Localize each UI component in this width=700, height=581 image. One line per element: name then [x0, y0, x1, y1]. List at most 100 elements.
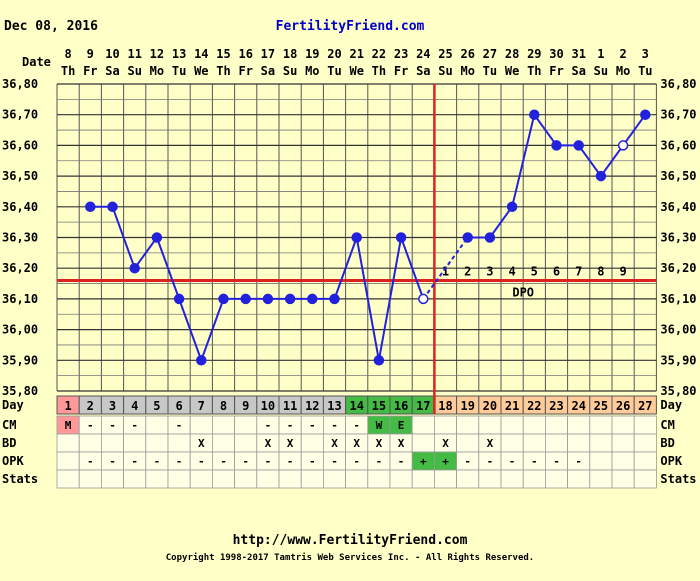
opk-value: - [154, 455, 161, 468]
temp-point [218, 293, 229, 305]
date-label: 30 [549, 47, 563, 61]
weekday-label: Tu [327, 64, 341, 78]
opk-value: + [442, 455, 449, 468]
weekday-label: Tu [172, 64, 186, 78]
temp-point [129, 262, 140, 274]
dpo-number: 4 [508, 264, 515, 278]
bd-cell [234, 433, 258, 453]
cm-value: M [65, 419, 72, 432]
dpo-label: DPO [512, 285, 534, 299]
dpo-number: 8 [597, 264, 604, 278]
day-number: 9 [242, 399, 249, 413]
row-label-day-right: Day [660, 398, 682, 412]
date-label: 9 [87, 47, 94, 61]
temp-point [395, 232, 407, 243]
stats-cell [411, 469, 435, 489]
bd-cell [456, 433, 480, 453]
date-label: 8 [64, 47, 71, 61]
stats-cell [56, 469, 80, 489]
weekday-label: We [505, 64, 519, 78]
date-label: 13 [172, 47, 186, 61]
bd-cell [522, 433, 546, 453]
date-label: 20 [327, 47, 341, 61]
temp-segment [577, 144, 602, 177]
weekday-label: Th [216, 64, 230, 78]
stats-cell [633, 469, 657, 489]
day-number: 7 [198, 399, 205, 413]
row-label-date: Date [22, 55, 51, 69]
cm-value: - [109, 419, 116, 432]
date-label: 21 [349, 47, 363, 61]
bd-cell [78, 433, 102, 453]
footer-url[interactable]: http://www.FertilityFriend.com [233, 533, 468, 548]
day-number: 26 [616, 399, 630, 413]
opk-cell [611, 451, 635, 471]
weekday-label: Su [594, 64, 608, 78]
row-label-stats: Stats [2, 472, 38, 486]
cm-value: - [309, 419, 316, 432]
cm-value: - [87, 419, 94, 432]
bd-value: X [265, 437, 272, 450]
dpo-number: 1 [442, 264, 449, 278]
date-label: 25 [438, 47, 452, 61]
ytick-left: 35,80 [2, 384, 38, 398]
opk-value: - [575, 455, 582, 468]
opk-value: - [309, 455, 316, 468]
day-number: 16 [394, 399, 408, 413]
temp-point [329, 293, 340, 305]
stats-cell [123, 469, 147, 489]
cm-cell [545, 415, 569, 435]
day-number: 15 [372, 399, 386, 413]
dpo-number: 2 [464, 264, 471, 278]
temp-point [462, 232, 473, 243]
ytick-right: 36,60 [660, 138, 696, 152]
date-label: 29 [527, 47, 541, 61]
cm-value: - [331, 419, 338, 432]
day-number: 20 [483, 399, 497, 413]
temp-point [595, 170, 607, 182]
stats-cell [389, 469, 413, 489]
day-number: 17 [416, 399, 430, 413]
bd-value: X [398, 437, 405, 450]
day-number: 24 [571, 399, 585, 413]
ytick-left: 36,00 [2, 323, 38, 337]
ytick-right: 35,90 [660, 353, 696, 367]
stats-cell [367, 469, 391, 489]
temp-point [551, 140, 562, 151]
ytick-right: 36,10 [660, 292, 696, 306]
day-number: 1 [64, 399, 71, 413]
ytick-left: 36,30 [2, 231, 38, 245]
cm-cell [211, 415, 235, 435]
opk-value: + [420, 455, 427, 468]
cm-value: - [265, 419, 272, 432]
date-label: 1 [597, 47, 604, 61]
weekday-label: Su [283, 64, 297, 78]
date-label: 31 [571, 47, 585, 61]
stats-cell [167, 469, 191, 489]
day-number: 10 [261, 399, 275, 413]
opk-value: - [242, 455, 249, 468]
site-title[interactable]: FertilityFriend.com [276, 19, 425, 34]
temp-segment [111, 206, 136, 269]
day-number: 19 [460, 399, 474, 413]
date-label: 14 [194, 47, 208, 61]
weekday-label: Sa [105, 64, 119, 78]
stats-cell [278, 469, 302, 489]
row-label-cm: CM [2, 418, 16, 432]
opk-value: - [220, 455, 227, 468]
temp-segment [533, 114, 558, 146]
weekday-label: Mo [616, 64, 630, 78]
weekday-label: Mo [460, 64, 474, 78]
cm-value: - [176, 419, 183, 432]
opk-value: - [198, 455, 205, 468]
weekday-label: Fr [83, 64, 97, 78]
stats-cell [456, 469, 480, 489]
bd-cell [633, 433, 657, 453]
bd-cell [167, 433, 191, 453]
temp-point [640, 109, 651, 120]
cm-cell [478, 415, 502, 435]
dpo-number: 6 [553, 264, 560, 278]
date-label: 15 [216, 47, 230, 61]
weekday-label: Su [127, 64, 141, 78]
weekday-label: Th [372, 64, 386, 78]
